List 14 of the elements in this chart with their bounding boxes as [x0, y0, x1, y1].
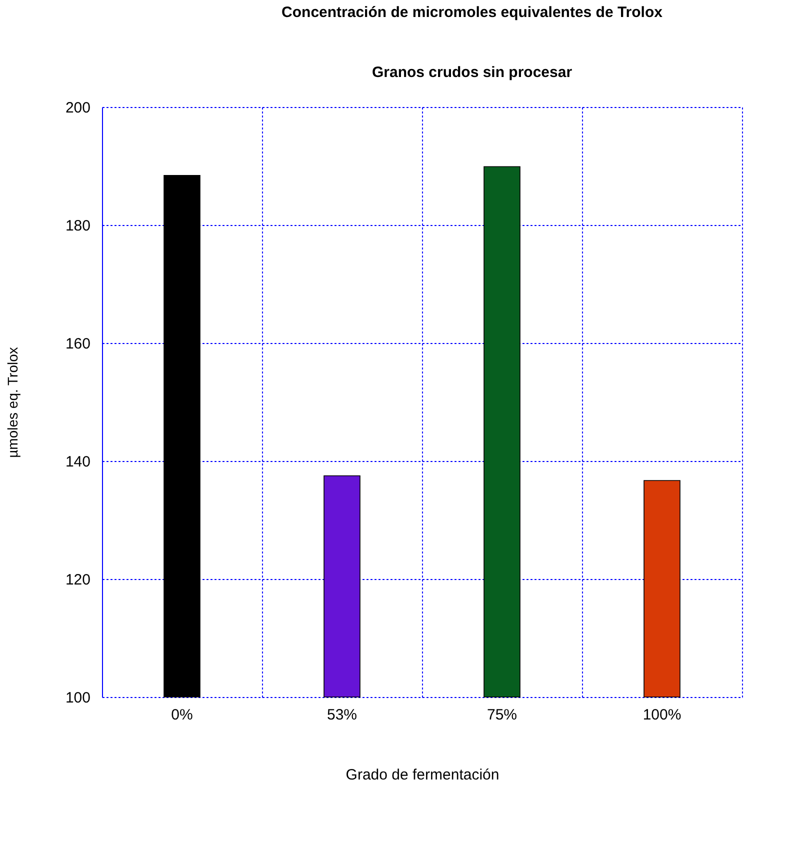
- y-tick-label: 120: [65, 572, 90, 588]
- chart-title: Concentración de micromoles equivalentes de Trolox: [282, 4, 664, 21]
- x-tick-label: 100%: [642, 706, 682, 724]
- y-axis-title: µmoles eq. Trolox: [4, 347, 20, 458]
- y-tick-label: 100: [65, 690, 90, 706]
- y-tick-label: 160: [65, 336, 90, 352]
- y-tick-label: 140: [65, 454, 90, 470]
- y-tick-label: 200: [65, 100, 90, 116]
- x-axis-title: Grado de fermentación: [346, 766, 500, 784]
- x-tick-label: 0%: [171, 706, 193, 724]
- x-tick-label: 75%: [486, 706, 518, 724]
- chart-subtitle: Granos crudos sin procesar: [372, 64, 572, 81]
- y-tick-label: 180: [65, 218, 90, 234]
- x-tick-label: 53%: [326, 706, 358, 724]
